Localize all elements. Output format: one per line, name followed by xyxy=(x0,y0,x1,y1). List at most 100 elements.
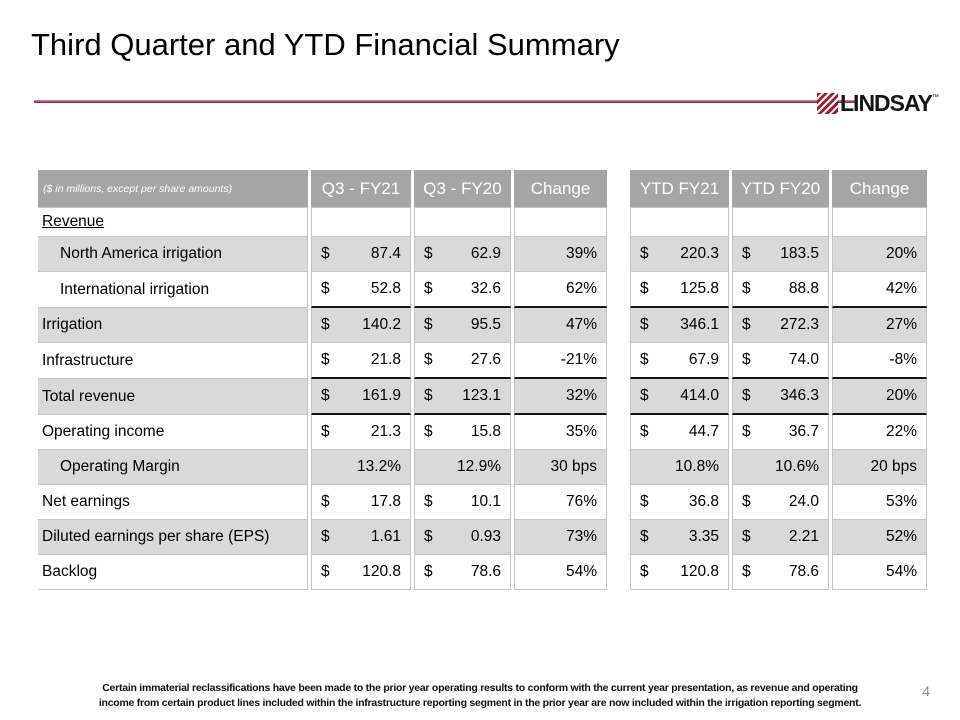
value-cell: $36.7 xyxy=(732,415,829,450)
value-cell: $62.9 xyxy=(414,237,511,272)
row-label: Irrigation xyxy=(38,308,308,343)
change-cell xyxy=(514,207,607,237)
row-label-text: Backlog xyxy=(42,563,98,580)
value-cell: $183.5 xyxy=(732,237,829,272)
value-cell: $87.4 xyxy=(311,237,411,272)
row-label-text: Diluted earnings per share (EPS) xyxy=(42,528,270,545)
value-cell: $414.0 xyxy=(630,379,729,415)
currency-symbol: $ xyxy=(742,493,751,510)
currency-symbol: $ xyxy=(424,563,433,580)
value-cell: 10.6% xyxy=(732,450,829,485)
currency-symbol: $ xyxy=(742,387,751,404)
q3-table: ($ in millions, except per share amounts… xyxy=(35,170,610,590)
value-cell: $1.61 xyxy=(311,520,411,555)
value-cell: $78.6 xyxy=(414,555,511,590)
value-cell: $67.9 xyxy=(630,343,729,379)
change-cell: 20% xyxy=(832,237,927,272)
currency-symbol: $ xyxy=(640,423,649,440)
currency-symbol: $ xyxy=(321,387,330,404)
change-cell: 22% xyxy=(832,415,927,450)
value-cell: $123.1 xyxy=(414,379,511,415)
value-cell: 13.2% xyxy=(311,450,411,485)
value-cell: $2.21 xyxy=(732,520,829,555)
change-cell: 47% xyxy=(514,308,607,343)
currency-symbol: $ xyxy=(424,351,433,368)
row-label-text: Net earnings xyxy=(42,493,130,510)
row-label-text: Operating Margin xyxy=(60,458,180,475)
row-label: North America irrigation xyxy=(38,237,308,272)
currency-symbol: $ xyxy=(742,423,751,440)
value-cell: $74.0 xyxy=(732,343,829,379)
value: 0.93 xyxy=(470,528,501,545)
table-note: ($ in millions, except per share amounts… xyxy=(38,170,308,207)
table-row: Total revenue $161.9 $123.1 32% xyxy=(38,379,607,415)
value: 120.8 xyxy=(362,563,401,580)
change-cell: 35% xyxy=(514,415,607,450)
change-cell: -21% xyxy=(514,343,607,379)
value-cell: $27.6 xyxy=(414,343,511,379)
table-row: Operating Margin 13.2% 12.9% 30 bps xyxy=(38,450,607,485)
value-cell: $140.2 xyxy=(311,308,411,343)
value-cell xyxy=(311,207,411,237)
value: 220.3 xyxy=(680,245,719,262)
currency-symbol: $ xyxy=(742,563,751,580)
value-cell: $10.1 xyxy=(414,485,511,520)
table-row: $36.8 $24.0 53% xyxy=(630,485,927,520)
change-cell: 39% xyxy=(514,237,607,272)
value: 140.2 xyxy=(362,316,401,333)
value: 1.61 xyxy=(370,528,401,545)
value-cell: $120.8 xyxy=(630,555,729,590)
value: 36.7 xyxy=(788,423,819,440)
table-row: 10.8% 10.6% 20 bps xyxy=(630,450,927,485)
currency-symbol: $ xyxy=(321,563,330,580)
value: 272.3 xyxy=(780,316,819,333)
value: 414.0 xyxy=(680,387,719,404)
currency-symbol: $ xyxy=(424,423,433,440)
table-row: $120.8 $78.6 54% xyxy=(630,555,927,590)
table-row xyxy=(630,207,927,237)
table-row: $220.3 $183.5 20% xyxy=(630,237,927,272)
change-cell: 32% xyxy=(514,379,607,415)
table-row: North America irrigation $87.4 $62.9 39% xyxy=(38,237,607,272)
currency-symbol: $ xyxy=(742,528,751,545)
row-label: Net earnings xyxy=(38,485,308,520)
value-cell: $52.8 xyxy=(311,272,411,308)
value: 62.9 xyxy=(470,245,501,262)
value: 21.3 xyxy=(370,423,401,440)
currency-symbol: $ xyxy=(640,280,649,297)
change-cell: 20% xyxy=(832,379,927,415)
value-cell: $21.3 xyxy=(311,415,411,450)
page-title: Third Quarter and YTD Financial Summary xyxy=(31,27,620,62)
value: 10.1 xyxy=(470,493,501,510)
currency-symbol: $ xyxy=(424,316,433,333)
value-cell: 10.8% xyxy=(630,450,729,485)
table-row: Infrastructure $21.8 $27.6 -21% xyxy=(38,343,607,379)
table-row: $44.7 $36.7 22% xyxy=(630,415,927,450)
value-cell: $161.9 xyxy=(311,379,411,415)
value: 87.4 xyxy=(370,245,401,262)
currency-symbol: $ xyxy=(321,245,330,262)
table-row: Revenue xyxy=(38,207,607,237)
value-cell: $120.8 xyxy=(311,555,411,590)
value: 183.5 xyxy=(780,245,819,262)
value-cell: $24.0 xyxy=(732,485,829,520)
currency-symbol: $ xyxy=(640,528,649,545)
table-row: $414.0 $346.3 20% xyxy=(630,379,927,415)
value-cell: $0.93 xyxy=(414,520,511,555)
change-cell: 54% xyxy=(514,555,607,590)
table-row: Irrigation $140.2 $95.5 47% xyxy=(38,308,607,343)
value: 88.8 xyxy=(788,280,819,297)
currency-symbol: $ xyxy=(424,387,433,404)
row-label: Backlog xyxy=(38,555,308,590)
currency-symbol: $ xyxy=(742,280,751,297)
row-label-text: International irrigation xyxy=(60,280,210,298)
value: 161.9 xyxy=(362,387,401,404)
row-label: Operating income xyxy=(38,415,308,450)
currency-symbol: $ xyxy=(321,493,330,510)
value: 78.6 xyxy=(470,563,501,580)
column-header-q3-change: Change xyxy=(514,170,607,207)
value: 2.21 xyxy=(788,528,819,545)
trademark-symbol: ™ xyxy=(931,94,939,101)
table-row: $125.8 $88.8 42% xyxy=(630,272,927,308)
currency-symbol: $ xyxy=(321,280,330,297)
